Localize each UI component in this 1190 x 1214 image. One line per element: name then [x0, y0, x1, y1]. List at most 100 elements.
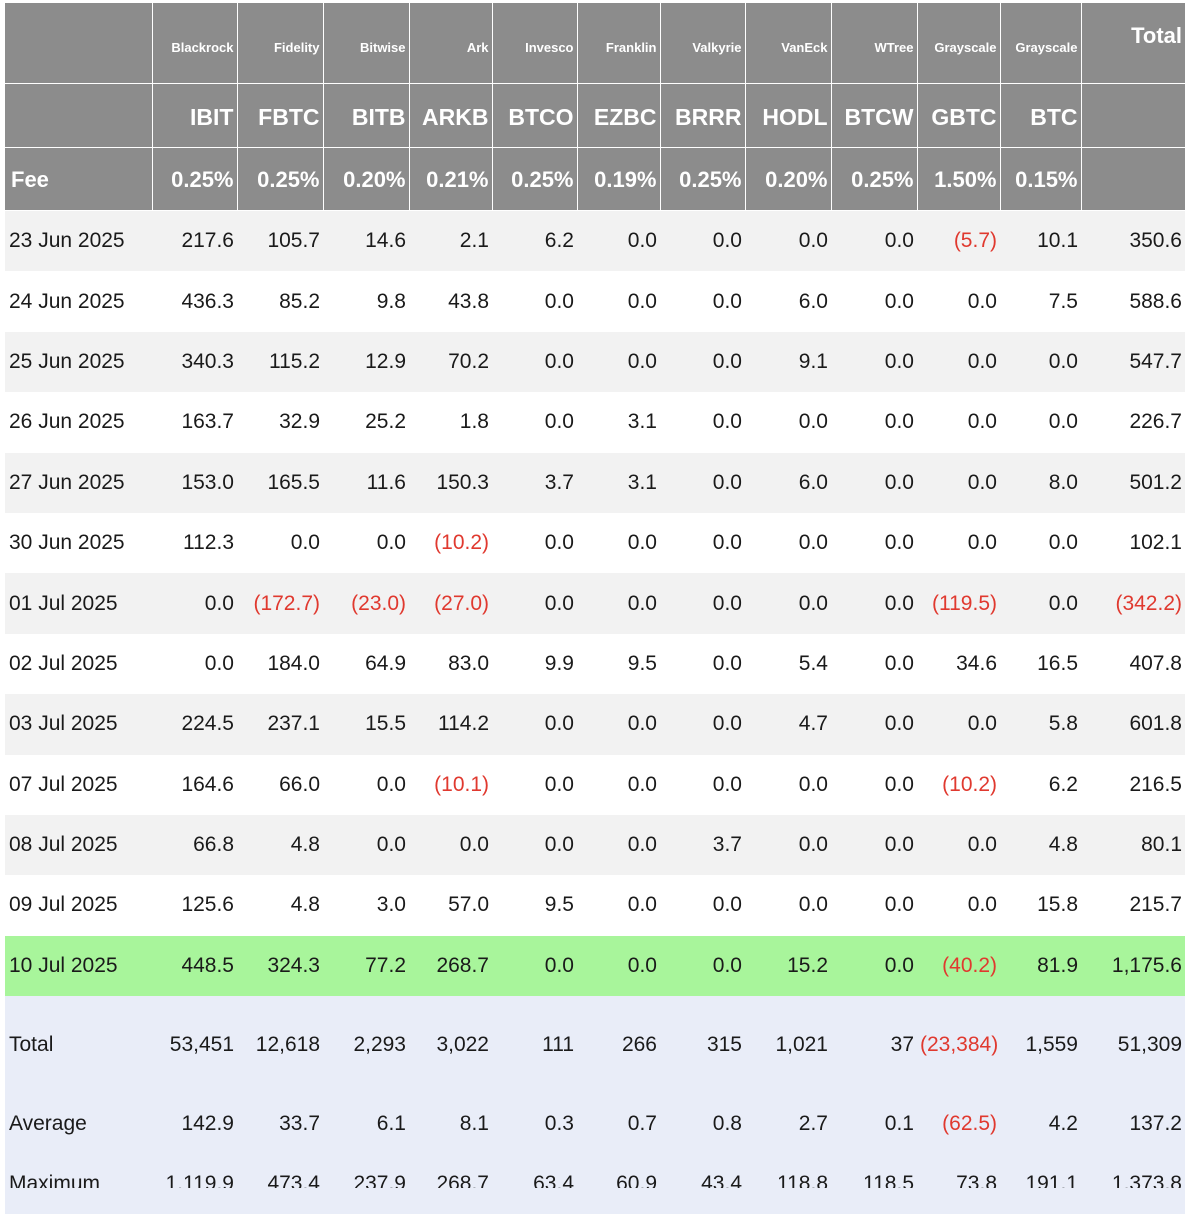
flow-cell: 4.8	[237, 875, 323, 936]
flow-cell: 3.1	[577, 392, 660, 453]
latest-table-row: 10 Jul 2025 448.5 324.3 77.2 268.7 0.0 0.0 0.0 1…	[5, 935, 1185, 997]
flow-cell: 0.0	[745, 754, 831, 815]
flow-cell: 9.5	[577, 633, 660, 695]
flow-cell: 324.3	[237, 935, 323, 997]
summary-row: Total 53,451 12,618 2,293 3,022 111 266 315 1,02…	[5, 996, 1185, 1095]
daily-flows-body: 23 Jun 2025 217.6 105.7 14.6 2.1 6.2 0.0 0.0 0.0…	[5, 210, 1185, 997]
flow-cell: 0.0	[660, 210, 745, 272]
flow-cell: 237.1	[237, 694, 323, 755]
issuer-header-cell: Ark	[409, 3, 493, 84]
summary-label: Total	[5, 996, 152, 1095]
summary-cell: 1,021	[745, 996, 831, 1095]
issuer-header-cell: Bitwise	[323, 3, 410, 84]
flow-cell: 9.8	[323, 271, 409, 332]
ticker-header-row: IBIT FBTC BITB ARKB BTCO EZBC BRRR HODL …	[5, 83, 1185, 148]
flow-cell: 32.9	[237, 392, 323, 453]
flow-cell: 9.1	[745, 331, 831, 393]
row-total-cell: (342.2)	[1081, 573, 1185, 634]
flow-cell: 83.0	[409, 633, 492, 695]
flow-cell: 217.6	[152, 210, 237, 272]
flow-cell: 0.0	[577, 694, 660, 755]
flow-cell: 0.0	[660, 754, 745, 815]
flow-cell: 64.9	[323, 633, 409, 695]
table-row: 24 Jun 2025 436.3 85.2 9.8 43.8 0.0 0.0 0.0 6.0 0…	[5, 271, 1185, 332]
flow-cell: 0.0	[577, 573, 660, 634]
summary-cell: 33.7	[237, 1094, 323, 1155]
summary-cell: 43.4	[660, 1154, 745, 1214]
flow-cell: 184.0	[237, 633, 323, 695]
flow-cell: 0.0	[660, 875, 745, 936]
flow-cell: 16.5	[1000, 633, 1081, 695]
table-row: 03 Jul 2025 224.5 237.1 15.5 114.2 0.0 0.0 0.0 4…	[5, 694, 1185, 755]
flow-cell: 9.5	[492, 875, 577, 936]
row-date: 30 Jun 2025	[5, 512, 152, 574]
flow-cell: 66.8	[152, 814, 237, 876]
summary-body: Total 53,451 12,618 2,293 3,022 111 266 315 1,02…	[5, 996, 1185, 1214]
flow-cell: 0.0	[917, 331, 1000, 393]
row-date: 09 Jul 2025	[5, 875, 152, 936]
flow-cell: 0.0	[831, 210, 917, 272]
flow-cell: 0.0	[577, 271, 660, 332]
flow-cell: 4.7	[745, 694, 831, 755]
flow-cell: 163.7	[152, 392, 237, 453]
flow-cell: (10.1)	[409, 754, 492, 815]
summary-cell: 37	[831, 996, 917, 1095]
flow-cell: 153.0	[152, 452, 237, 513]
flow-cell: 0.0	[577, 754, 660, 815]
summary-row: Maximum 1,119.9 473.4 237.9 268.7 63.4 60.9 43.…	[5, 1154, 1185, 1214]
row-date: 07 Jul 2025	[5, 754, 152, 815]
flow-cell: 165.5	[237, 452, 323, 513]
summary-cell: 6.1	[323, 1094, 409, 1155]
flow-cell: 0.0	[492, 392, 577, 453]
summary-cell: 53,451	[152, 996, 237, 1095]
flow-cell: 0.0	[492, 754, 577, 815]
flow-cell: 0.0	[660, 935, 745, 997]
flow-cell: 0.0	[745, 512, 831, 574]
flow-cell: 0.0	[577, 512, 660, 574]
flow-cell: 0.0	[917, 271, 1000, 332]
ticker-header-cell: IBIT	[152, 83, 238, 148]
flow-cell: 0.0	[660, 331, 745, 393]
flow-cell: 0.0	[577, 875, 660, 936]
flow-cell: 0.0	[917, 694, 1000, 755]
flow-cell: 0.0	[1000, 573, 1081, 634]
fee-cell: 0.25%	[492, 147, 578, 211]
summary-label: Average	[5, 1094, 152, 1155]
ticker-header-cell: BTCO	[492, 83, 578, 148]
fee-cell: 0.15%	[1000, 147, 1082, 211]
flow-cell: 25.2	[323, 392, 409, 453]
flow-cell: 1.8	[409, 392, 492, 453]
flow-cell: 105.7	[237, 210, 323, 272]
row-total-cell: 216.5	[1081, 754, 1185, 815]
row-date: 02 Jul 2025	[5, 633, 152, 695]
summary-row: Average 142.9 33.7 6.1 8.1 0.3 0.7 0.8 2.7 0.1 (62…	[5, 1094, 1185, 1155]
flow-cell: (172.7)	[237, 573, 323, 634]
ticker-header-cell: BTC	[1000, 83, 1082, 148]
flow-cell: 5.4	[745, 633, 831, 695]
flow-cell: 0.0	[660, 694, 745, 755]
flow-cell: 0.0	[831, 271, 917, 332]
summary-cell: 1,373.8	[1081, 1154, 1185, 1214]
row-total-cell: 350.6	[1081, 210, 1185, 272]
total-column-header: Total	[1081, 3, 1185, 84]
fee-cell: 0.25%	[831, 147, 918, 211]
row-total-cell: 1,175.6	[1081, 935, 1185, 997]
flow-cell: 0.0	[323, 814, 409, 876]
ticker-header-cell: GBTC	[917, 83, 1001, 148]
table-row: 09 Jul 2025 125.6 4.8 3.0 57.0 9.5 0.0 0.0 0.0 0.…	[5, 875, 1185, 936]
table-row: 08 Jul 2025 66.8 4.8 0.0 0.0 0.0 0.0 3.7 0.0 0.0 0…	[5, 814, 1185, 876]
flow-cell: 8.0	[1000, 452, 1081, 513]
flow-cell: 0.0	[831, 754, 917, 815]
flow-cell: 112.3	[152, 512, 237, 574]
ticker-header-cell: ARKB	[409, 83, 493, 148]
fee-cell: 0.19%	[577, 147, 661, 211]
fee-cell: 0.25%	[660, 147, 746, 211]
flow-cell: 0.0	[831, 814, 917, 876]
flow-cell: 0.0	[577, 331, 660, 393]
table-row: 25 Jun 2025 340.3 115.2 12.9 70.2 0.0 0.0 0.0 9.…	[5, 331, 1185, 393]
issuer-header-cell: Grayscale	[1000, 3, 1082, 84]
summary-cell: 268.7	[409, 1154, 492, 1214]
ticker-header-cell: BRRR	[660, 83, 746, 148]
flow-cell: 115.2	[237, 331, 323, 393]
row-date: 10 Jul 2025	[5, 935, 152, 997]
